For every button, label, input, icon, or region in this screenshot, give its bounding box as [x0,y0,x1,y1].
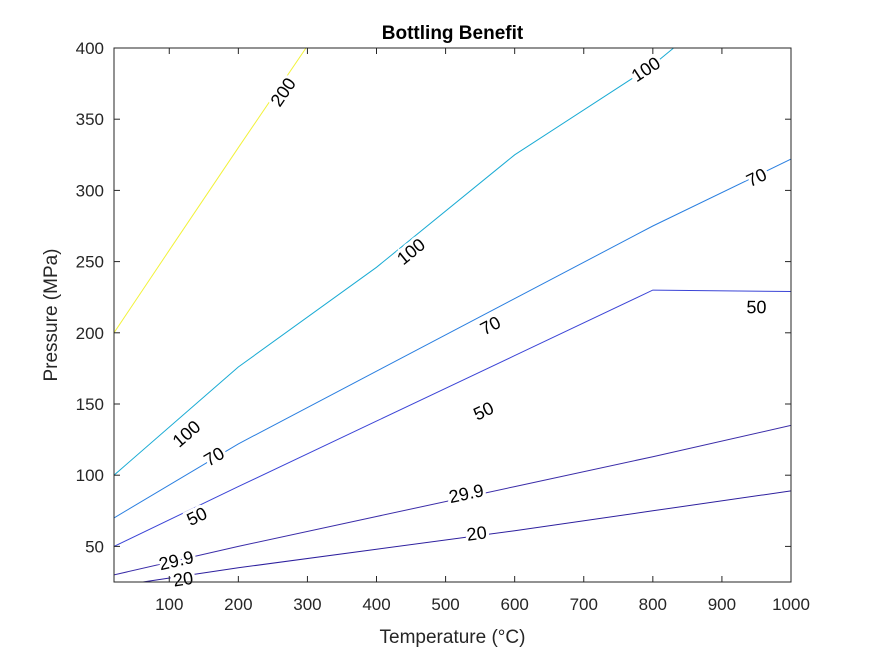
axes-box [113,47,792,583]
contour-line-50 [114,289,791,547]
contour-line-20 [139,490,791,582]
y-tick-label: 400 [76,39,104,58]
x-tick-label: 200 [224,595,252,614]
x-tick-label: 1000 [772,595,810,614]
x-tick-label: 400 [362,595,390,614]
y-tick-label: 350 [76,110,104,129]
y-tick-label: 300 [76,181,104,200]
x-axis-ticks: 100 200 300 400 500 600 700 800 900 1000 [155,48,810,614]
plot-area [114,48,791,582]
x-tick-label: 100 [155,595,183,614]
x-tick-label: 500 [431,595,459,614]
contour-label-20: 20 [172,568,195,591]
x-axis-title: Temperature (°C) [380,627,526,648]
chart-title: Bottling Benefit [382,23,524,44]
contour-line-100 [114,48,674,476]
contour-line-29-9 [114,424,791,576]
y-tick-label: 200 [76,324,104,343]
y-axis-ticks: 50 100 150 200 250 300 350 400 [76,39,791,556]
contour-line-200 [114,48,307,334]
y-tick-label: 150 [76,395,104,414]
y-tick-label: 250 [76,253,104,272]
contour-line-70 [114,158,791,519]
y-axis-title: Pressure (MPa) [41,248,62,381]
x-tick-label: 300 [293,595,321,614]
y-tick-label: 100 [76,466,104,485]
contour-label-20: 20 [465,522,488,544]
x-tick-label: 900 [708,595,736,614]
y-tick-label: 50 [85,537,104,556]
x-tick-label: 800 [639,595,667,614]
x-tick-label: 700 [570,595,598,614]
x-tick-label: 600 [500,595,528,614]
contour-lines [114,48,791,582]
contour-label-50: 50 [746,297,766,317]
